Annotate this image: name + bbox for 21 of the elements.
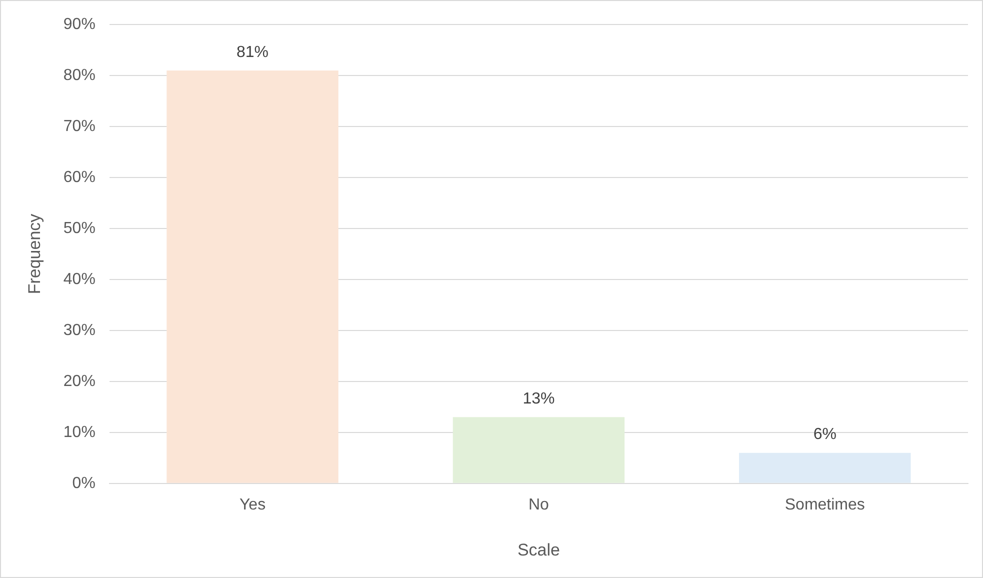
y-tick-label: 10%: [63, 424, 96, 441]
x-axis-title: Scale: [517, 540, 560, 560]
data-label: 13%: [522, 390, 555, 408]
bar: [452, 417, 625, 483]
y-tick-label: 80%: [63, 66, 96, 84]
y-axis-title: Frequency: [24, 213, 44, 294]
y-tick-label: 60%: [63, 168, 96, 186]
data-label: 81%: [236, 44, 269, 61]
y-tick-label: 0%: [72, 474, 96, 492]
y-tick-label: 20%: [63, 372, 96, 390]
x-tick-label: Yes: [239, 496, 266, 514]
y-tick-label: 90%: [63, 16, 96, 34]
y-tick-label: 50%: [63, 220, 96, 237]
data-label: 6%: [813, 426, 836, 444]
bar: [166, 70, 338, 483]
x-tick-label: No: [528, 496, 550, 514]
y-tick-label: 40%: [63, 270, 96, 288]
bar: [739, 452, 911, 483]
x-tick-label: Sometimes: [784, 496, 865, 514]
y-tick-label: 70%: [63, 118, 96, 135]
y-tick-label: 30%: [63, 322, 96, 339]
